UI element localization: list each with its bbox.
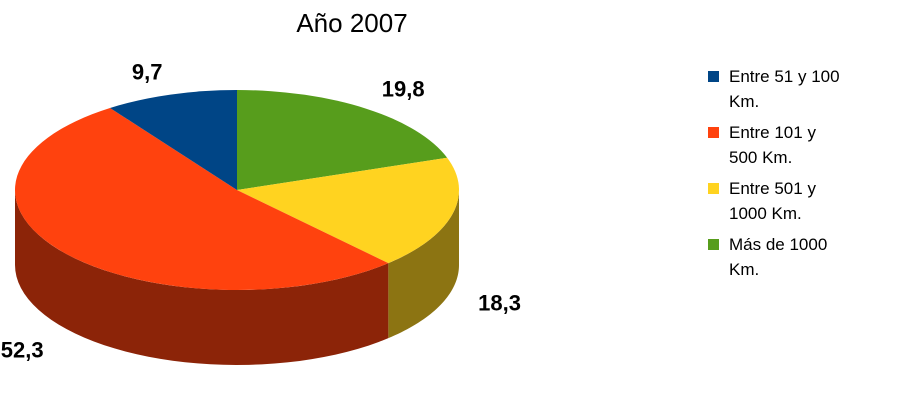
pie-side <box>15 190 389 365</box>
legend-item: Entre 501 y 1000 Km. <box>708 176 898 226</box>
pie-slice <box>237 157 460 264</box>
pie-slice <box>15 107 389 291</box>
pie-slice <box>110 90 237 190</box>
legend-swatch <box>708 127 719 138</box>
legend-label: Más de 1000 Km. <box>729 235 828 279</box>
legend-swatch <box>708 71 719 82</box>
legend-label: Entre 501 y 1000 Km. <box>729 179 816 223</box>
legend-item: Entre 51 y 100 Km. <box>708 64 898 114</box>
legend-swatch <box>708 239 719 250</box>
legend-label: Entre 101 y 500 Km. <box>729 123 816 167</box>
legend-item: Entre 101 y 500 Km. <box>708 120 898 170</box>
value-label: 18,3 <box>478 291 521 316</box>
value-label: 19,8 <box>382 77 425 102</box>
legend-swatch <box>708 183 719 194</box>
legend: Entre 51 y 100 Km. Entre 101 y 500 Km. Ent… <box>708 64 898 288</box>
value-label: 52,3 <box>1 337 44 362</box>
pie-side <box>388 190 459 339</box>
legend-item: Más de 1000 Km. <box>708 232 898 282</box>
legend-label: Entre 51 y 100 Km. <box>729 67 840 111</box>
value-label: 9,7 <box>132 59 163 84</box>
chart: Año 2007 19,8 18,3 52,3 9,7 <box>1 8 521 365</box>
chart-title: Año 2007 <box>296 8 407 38</box>
pie-slice <box>237 90 448 190</box>
